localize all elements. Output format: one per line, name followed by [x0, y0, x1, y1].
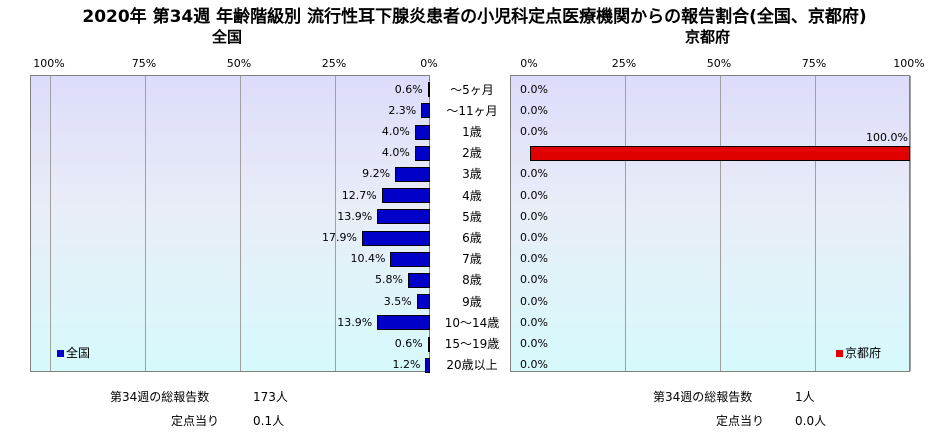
data-label-national: 13.9%: [337, 209, 373, 223]
left-per-label: 定点当り: [171, 414, 220, 428]
bar-national: [377, 209, 430, 225]
data-label-kyoto: 0.0%: [520, 337, 548, 350]
category-label: 8歳: [462, 273, 482, 288]
data-label-national: 12.7%: [341, 188, 377, 202]
right-tick-label: 75%: [801, 57, 827, 70]
category-label: ～11ヶ月: [446, 103, 498, 118]
legend-swatch-icon: [836, 350, 843, 357]
data-label-kyoto: 0.0%: [520, 273, 548, 287]
data-label-kyoto: 0.0%: [520, 231, 548, 244]
data-label-national: 5.8%: [375, 273, 403, 287]
bar-national: [427, 336, 430, 352]
right-per-value: 0.0人: [795, 414, 827, 428]
data-label-national: 4.0%: [381, 146, 410, 160]
data-label-kyoto: 0.0%: [520, 188, 548, 202]
category-label: ～5ヶ月: [450, 82, 494, 97]
category-label: 15～19歳: [444, 337, 500, 351]
left-legend-label: 全国: [66, 346, 91, 360]
left-per-value: 0.1人: [253, 414, 285, 428]
left-tick-label: 100%: [33, 57, 65, 70]
left-subtitle: 全国: [212, 28, 243, 46]
data-label-national: 10.4%: [350, 252, 386, 266]
bar-national: [361, 230, 430, 246]
bar-national: [381, 188, 430, 204]
left-plot-area: 全国 0.6% 2.3% 4.0% 4.0% 9.2% 12.7% 13.9% 17.9% 10…: [30, 75, 430, 373]
right-tick-label: 25%: [611, 57, 637, 70]
left-tick-label: 75%: [131, 57, 157, 70]
gridline: [145, 76, 146, 371]
gridline: [720, 76, 721, 371]
category-label: 6歳: [462, 231, 482, 245]
data-label-national: 13.9%: [337, 315, 373, 329]
right-legend-label: 京都府: [845, 346, 882, 360]
right-total-value: 1人: [795, 390, 815, 404]
left-legend: 全国: [57, 344, 90, 361]
left-total-label: 第34週の総報告数: [110, 390, 210, 404]
left-tick-label: 0%: [420, 57, 438, 70]
left-tick-label: 25%: [321, 57, 347, 70]
category-label: 1歳: [462, 125, 482, 139]
bar-national: [407, 272, 430, 288]
data-label-national: 3.5%: [383, 294, 412, 308]
category-label: 3歳: [462, 167, 482, 182]
data-label-national: 9.2%: [362, 167, 391, 181]
data-label-kyoto: 0.0%: [520, 252, 548, 266]
data-label-national: 0.6%: [394, 337, 423, 350]
data-label-national: 4.0%: [381, 125, 410, 138]
right-plot-area: 京都府 0.0% 0.0% 0.0% 100.0% 0.0% 0.0% 0.0% 0.0% 0.…: [510, 75, 911, 372]
data-label-kyoto: 0.0%: [520, 103, 548, 117]
right-per-label: 定点当り: [716, 414, 765, 428]
bar-national: [414, 124, 430, 140]
bar-national: [427, 82, 430, 98]
left-total-value: 173人: [253, 390, 288, 404]
right-tick-label: 100%: [893, 57, 925, 70]
data-label-kyoto: 0.0%: [520, 82, 548, 96]
data-label-kyoto: 0.0%: [520, 294, 548, 308]
right-tick-label: 0%: [520, 57, 538, 70]
category-label: 10～14歳: [444, 315, 500, 330]
bar-national: [390, 251, 430, 267]
data-label-kyoto: 0.0%: [520, 125, 548, 138]
gridline: [50, 76, 51, 371]
gridline: [815, 76, 816, 371]
bar-national: [416, 294, 430, 310]
bar-national: [425, 357, 430, 373]
gridline: [625, 76, 626, 371]
data-label-kyoto: 0.0%: [520, 358, 548, 372]
category-label: 4歳: [462, 188, 482, 203]
data-label-kyoto: 0.0%: [520, 209, 548, 223]
left-tick-label: 50%: [226, 57, 252, 70]
data-label-national: 1.2%: [392, 358, 421, 372]
data-label-kyoto: 100.0%: [866, 130, 908, 144]
gridline: [910, 76, 911, 371]
category-label: 7歳: [462, 252, 482, 267]
data-label-national: 0.6%: [394, 82, 423, 96]
category-label: 5歳: [462, 209, 482, 224]
bar-national: [395, 166, 430, 182]
data-label-national: 2.3%: [388, 103, 417, 117]
category-label: 9歳: [462, 294, 482, 309]
data-label-kyoto: 0.0%: [520, 315, 548, 329]
right-legend: 京都府: [836, 344, 881, 361]
bar-national: [421, 103, 430, 119]
bar-kyoto: [530, 145, 910, 161]
right-tick-label: 50%: [706, 57, 732, 70]
right-subtitle: 京都府: [685, 28, 731, 46]
chart-title: 2020年 第34週 年齢階級別 流行性耳下腺炎患者の小児科定点医療機関からの報…: [82, 7, 867, 27]
bar-national: [414, 145, 430, 161]
category-label: 2歳: [462, 146, 482, 161]
category-label: 20歳以上: [446, 358, 498, 373]
data-label-national: 17.9%: [322, 231, 357, 244]
gridline: [335, 76, 336, 371]
legend-swatch-icon: [57, 350, 64, 357]
gridline: [240, 76, 241, 371]
bar-national: [377, 315, 430, 331]
right-total-label: 第34週の総報告数: [653, 390, 753, 404]
data-label-kyoto: 0.0%: [520, 167, 548, 181]
